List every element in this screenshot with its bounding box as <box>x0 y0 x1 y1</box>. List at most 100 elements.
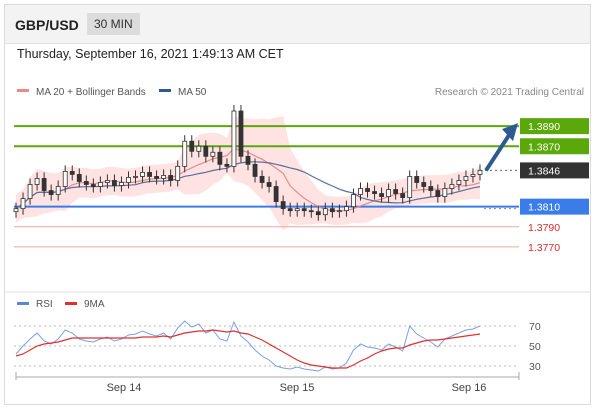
candle-body <box>245 155 251 165</box>
candle-body <box>133 176 138 178</box>
candle-body <box>161 175 167 179</box>
rsi-level-label-50: 50 <box>529 341 541 353</box>
candle-body <box>189 140 195 152</box>
candle <box>470 168 476 183</box>
candle <box>428 180 434 197</box>
level-label-1-3790: 1.3790 <box>528 222 560 234</box>
candle <box>386 183 392 203</box>
level-label-1-3810: 1.3810 <box>528 202 560 214</box>
candle-body <box>27 184 33 199</box>
candle-body <box>231 110 237 167</box>
candle-body <box>168 175 174 181</box>
level-badge-1-3890 <box>520 118 589 135</box>
candle <box>435 184 441 203</box>
rsi-line <box>15 320 481 372</box>
candle-body <box>336 210 342 213</box>
candle <box>97 176 103 193</box>
legend-rsi-label: RSI <box>36 299 53 310</box>
forecast-arrow-head <box>502 123 518 142</box>
candle-body <box>238 110 244 157</box>
legend-rsi: RSI 9MA <box>17 299 105 310</box>
candle <box>252 158 258 183</box>
candle <box>182 135 188 173</box>
candle-body <box>449 184 455 189</box>
x-axis: Sep 14 Sep 15 Sep 16 <box>15 372 520 394</box>
candle <box>168 169 174 187</box>
candle-body <box>69 171 75 175</box>
candle <box>393 183 399 200</box>
candle <box>259 170 265 189</box>
candle <box>456 174 462 191</box>
candle <box>104 174 110 189</box>
candle-body <box>112 180 117 186</box>
candle-body <box>280 201 286 210</box>
candle-body <box>147 172 152 177</box>
candle-body <box>90 184 96 187</box>
timeframe-badge[interactable]: 30 MIN <box>87 13 140 35</box>
candle-body <box>315 211 321 216</box>
level-badge-1-3846 <box>520 162 589 179</box>
bollinger-band-layer <box>16 116 480 231</box>
candle <box>463 170 469 187</box>
candle-body <box>477 170 483 175</box>
candle-body <box>203 145 209 157</box>
candle-body <box>470 174 476 177</box>
candle-body <box>407 176 413 198</box>
candle <box>140 166 145 183</box>
candle-body <box>400 193 406 198</box>
candle <box>154 170 160 185</box>
legend-ma50-swatch <box>159 89 171 92</box>
candle <box>449 178 455 195</box>
rsi-level-label-70: 70 <box>529 321 541 333</box>
candle-body <box>287 208 293 212</box>
candle-body <box>365 188 370 192</box>
candle <box>379 187 384 203</box>
candle-body <box>301 208 307 212</box>
candle <box>147 166 152 183</box>
candle <box>112 174 117 192</box>
candle-body <box>252 163 258 177</box>
candles <box>13 104 518 221</box>
x-tick-label: Sep 16 <box>452 382 487 394</box>
legend-rsi-swatch <box>17 302 29 305</box>
candle-body <box>463 176 469 181</box>
rsi-level-label-30: 30 <box>529 361 541 373</box>
candle <box>13 202 19 218</box>
candle <box>336 204 342 218</box>
candle <box>365 182 370 198</box>
candle-body <box>76 174 82 182</box>
candle <box>41 172 47 197</box>
candle <box>301 202 307 217</box>
candle <box>126 171 131 189</box>
candle <box>119 176 124 192</box>
legend-ma50-label: MA 50 <box>178 87 207 98</box>
candle <box>294 202 300 217</box>
candle <box>55 180 61 201</box>
candle-body <box>428 186 434 191</box>
candle <box>196 140 202 158</box>
candle-body <box>273 186 279 203</box>
x-tick-label: Sep 14 <box>107 382 142 394</box>
candle-body <box>393 189 399 194</box>
credit-text: Research © 2021 Trading Central <box>435 87 584 98</box>
level-labels: 1.3890 1.3870 1.3846 1.3810 1.3790 1.3770 <box>520 118 589 254</box>
candle <box>161 169 167 185</box>
candle-body <box>182 140 188 167</box>
candle <box>266 176 272 193</box>
candle-body <box>48 190 54 195</box>
candle <box>414 170 420 189</box>
candle <box>238 104 244 163</box>
candle <box>322 202 328 221</box>
level-label-1-3870: 1.3870 <box>528 141 560 153</box>
candle <box>210 146 216 163</box>
candle <box>308 204 314 218</box>
candle <box>20 192 26 215</box>
candle <box>477 164 483 181</box>
candle-body <box>41 178 47 191</box>
candle-body <box>62 171 68 187</box>
legend-rsi-ma-swatch <box>65 302 77 305</box>
candle-body <box>34 178 40 185</box>
candle-body <box>329 208 335 213</box>
rsi-panel: 70 50 30 <box>14 320 541 373</box>
candle-body <box>344 206 349 212</box>
